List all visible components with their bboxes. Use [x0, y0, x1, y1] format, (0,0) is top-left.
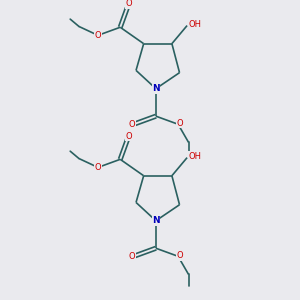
Text: O: O [95, 31, 101, 40]
Text: O: O [125, 0, 132, 8]
Text: O: O [128, 120, 135, 129]
Text: N: N [152, 216, 160, 225]
Text: O: O [176, 119, 183, 128]
Text: N: N [152, 84, 160, 93]
Text: O: O [176, 251, 183, 260]
Text: OH: OH [189, 20, 202, 28]
Text: O: O [128, 252, 135, 261]
Text: OH: OH [189, 152, 202, 160]
Text: O: O [95, 163, 101, 172]
Text: O: O [125, 131, 132, 140]
